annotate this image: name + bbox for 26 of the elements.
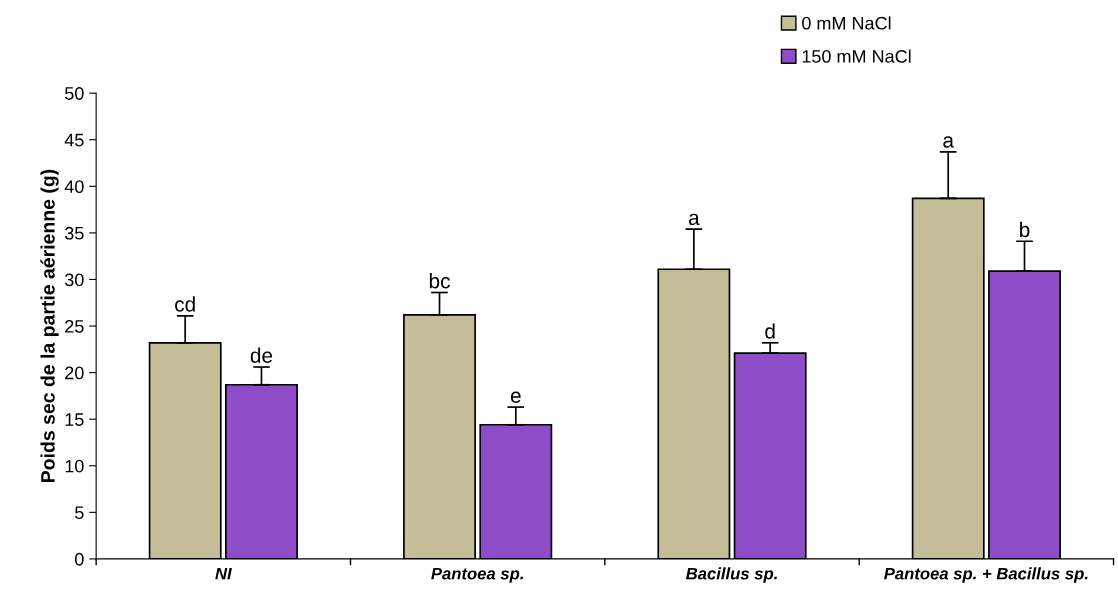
y-tick-label: 10 [65,459,84,473]
y-tick-label: 5 [75,506,84,520]
annotation: d [765,323,775,339]
x-tick-label: Bacillus sp. [685,567,777,583]
y-tick-label: 15 [65,413,84,426]
x-tick-label: NI [215,567,232,580]
y-tick-label: 20 [65,366,84,380]
annotation: a [688,213,700,226]
x-tick-label: Pantoea sp. [431,567,524,583]
y-tick-label: 45 [64,133,84,147]
y-tick-label: 25 [65,319,84,333]
y-axis-title: Poids sec de la partie aérienne (g) [40,169,59,482]
annotation: a [943,136,954,148]
y-tick-label: 35 [64,226,84,240]
legend-label: 150 mM NaCl [802,49,911,63]
y-tick-label: 40 [64,180,84,194]
y-tick-label: 0 [75,552,84,566]
annotation: bc [429,273,450,289]
annotation: de [250,347,273,363]
y-tick-label: 50 [64,87,84,100]
annotation: cd [175,296,195,312]
x-tick-label: Pantoea sp. + Bacillus sp. [884,567,1088,583]
annotation: e [510,391,521,403]
y-tick-label: 30 [64,273,84,287]
legend-label: 0 mM NaCl [802,16,891,30]
annotation: b [1020,221,1030,238]
